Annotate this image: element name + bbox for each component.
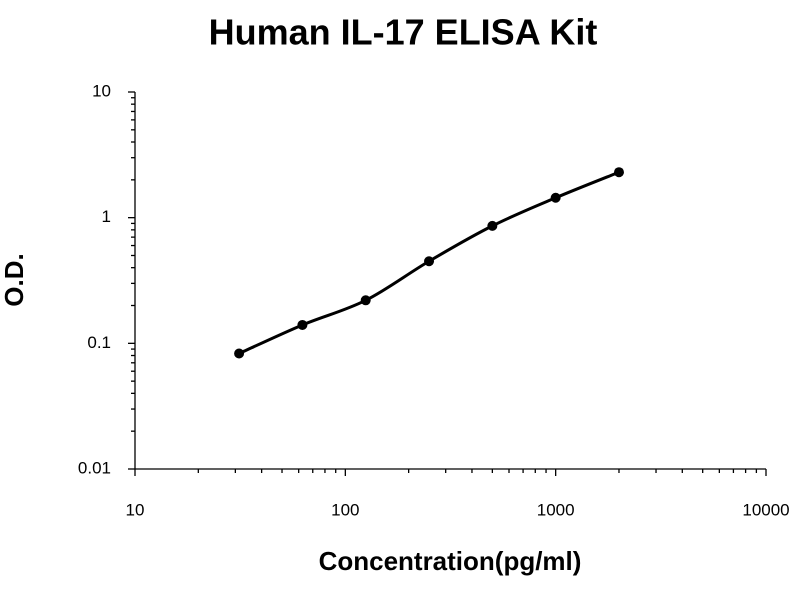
data-point: [424, 256, 435, 267]
chart-title: Human IL-17 ELISA Kit: [209, 12, 598, 53]
y-tick-label: 1: [102, 207, 111, 226]
y-tick-label: 0.01: [78, 458, 111, 477]
data-point: [297, 319, 308, 330]
y-axis-label: O.D.: [0, 253, 29, 306]
data-point: [487, 220, 498, 231]
data-point: [234, 348, 245, 359]
x-tick-label: 10: [126, 500, 145, 519]
x-tick-label: 100: [331, 500, 359, 519]
data-point: [613, 167, 624, 178]
y-tick-label: 10: [92, 81, 111, 100]
x-axis-label: Concentration(pg/ml): [319, 546, 582, 576]
data-point: [360, 295, 371, 306]
y-tick-label: 0.1: [87, 333, 111, 352]
data-point: [550, 192, 561, 203]
x-tick-label: 10000: [742, 500, 789, 519]
x-tick-label: 1000: [537, 500, 575, 519]
